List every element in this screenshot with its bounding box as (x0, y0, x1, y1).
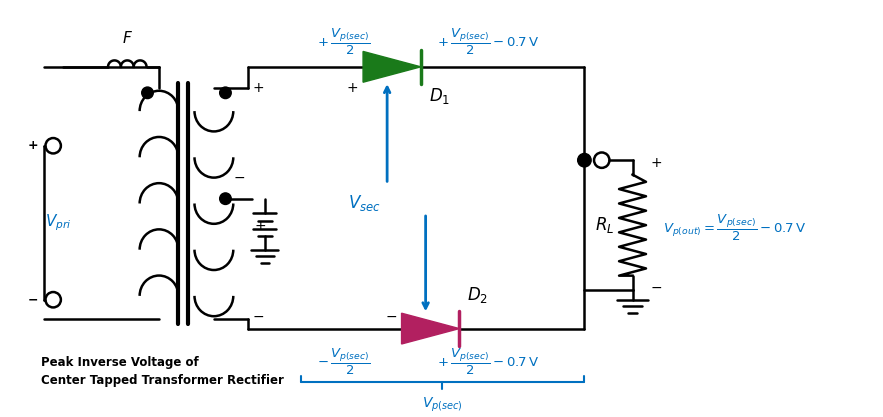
Text: $+\,\dfrac{V_{p(sec)}}{2}$: $+\,\dfrac{V_{p(sec)}}{2}$ (317, 27, 371, 57)
Text: +: + (651, 156, 662, 170)
Text: +: + (254, 219, 266, 233)
Text: $D_1$: $D_1$ (428, 86, 449, 106)
Text: −: − (233, 171, 245, 184)
Circle shape (220, 193, 231, 204)
Circle shape (577, 153, 591, 167)
Text: −: − (385, 310, 396, 324)
Text: +: + (253, 81, 264, 95)
Text: Peak Inverse Voltage of
Center Tapped Transformer Rectifier: Peak Inverse Voltage of Center Tapped Tr… (41, 356, 283, 387)
Text: $V_{pri}$: $V_{pri}$ (46, 212, 72, 233)
Text: $V_{p(sec)}$: $V_{p(sec)}$ (422, 396, 463, 414)
Polygon shape (402, 313, 459, 344)
Text: $-\,\dfrac{V_{p(sec)}}{2}$: $-\,\dfrac{V_{p(sec)}}{2}$ (317, 347, 371, 377)
Text: $V_{p(out)} = \dfrac{V_{p(sec)}}{2} - 0.7\,\mathrm{V}$: $V_{p(out)} = \dfrac{V_{p(sec)}}{2} - 0.… (663, 212, 806, 243)
Text: −: − (253, 310, 264, 324)
Text: $V_{sec}$: $V_{sec}$ (348, 193, 381, 214)
Text: $D_2$: $D_2$ (467, 284, 488, 304)
Text: $+\,\dfrac{V_{p(sec)}}{2} - 0.7\,\mathrm{V}$: $+\,\dfrac{V_{p(sec)}}{2} - 0.7\,\mathrm… (437, 347, 540, 377)
Text: −: − (651, 281, 662, 294)
Text: +: + (27, 139, 38, 152)
Text: +: + (347, 81, 358, 95)
Circle shape (220, 87, 231, 98)
Text: $R_L$: $R_L$ (595, 215, 615, 235)
Circle shape (141, 87, 154, 98)
Text: −: − (27, 293, 38, 306)
Text: $F$: $F$ (122, 30, 132, 45)
Text: $+\,\dfrac{V_{p(sec)}}{2} - 0.7\,\mathrm{V}$: $+\,\dfrac{V_{p(sec)}}{2} - 0.7\,\mathrm… (437, 27, 540, 57)
Polygon shape (363, 51, 421, 82)
